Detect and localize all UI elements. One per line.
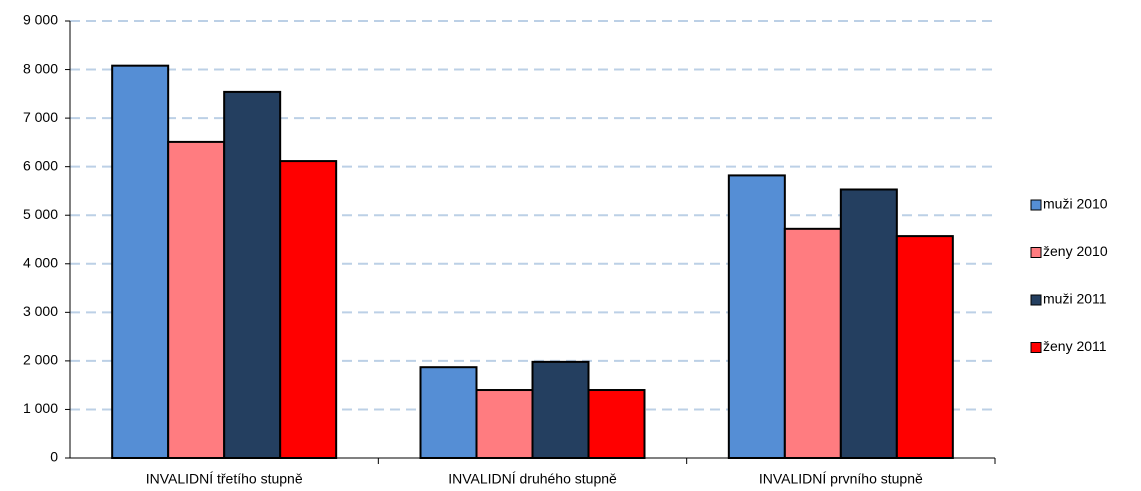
bar <box>783 227 842 459</box>
y-tick-label: 8 000 <box>23 60 58 76</box>
legend-label: ženy 2011 <box>1043 338 1107 354</box>
legend-swatch <box>1030 247 1042 258</box>
y-tick-label: 7 000 <box>23 109 58 125</box>
bar <box>419 366 478 459</box>
bar <box>279 160 338 460</box>
bar <box>587 389 646 459</box>
y-tick-label: 5 000 <box>23 206 58 222</box>
legend-swatch <box>1030 342 1042 353</box>
legend-label: muži 2011 <box>1043 291 1107 307</box>
legend-swatch <box>1030 199 1042 211</box>
x-tick-label: INVALIDNÍ druhého stupně <box>448 471 617 487</box>
bar <box>531 360 590 459</box>
x-tick-label: INVALIDNÍ třetího stupně <box>146 471 303 487</box>
bar <box>111 64 170 459</box>
bar <box>223 90 282 459</box>
y-tick-label: 1 000 <box>23 400 58 416</box>
bar <box>475 389 534 459</box>
legend-label: muži 2010 <box>1043 196 1108 212</box>
bar <box>895 235 954 459</box>
x-tick-label: INVALIDNÍ prvního stupně <box>759 471 923 487</box>
legend-swatch <box>1030 294 1042 306</box>
legend-label: ženy 2010 <box>1043 243 1108 259</box>
y-tick-label: 4 000 <box>23 254 58 270</box>
bar <box>167 140 226 460</box>
y-tick-label: 9 000 <box>23 12 58 28</box>
y-tick-label: 2 000 <box>23 352 58 368</box>
y-tick-label: 6 000 <box>23 157 58 173</box>
y-tick-label: 3 000 <box>23 303 58 319</box>
y-tick-label: 0 <box>50 449 58 465</box>
bar <box>727 174 786 459</box>
bar <box>839 188 898 459</box>
